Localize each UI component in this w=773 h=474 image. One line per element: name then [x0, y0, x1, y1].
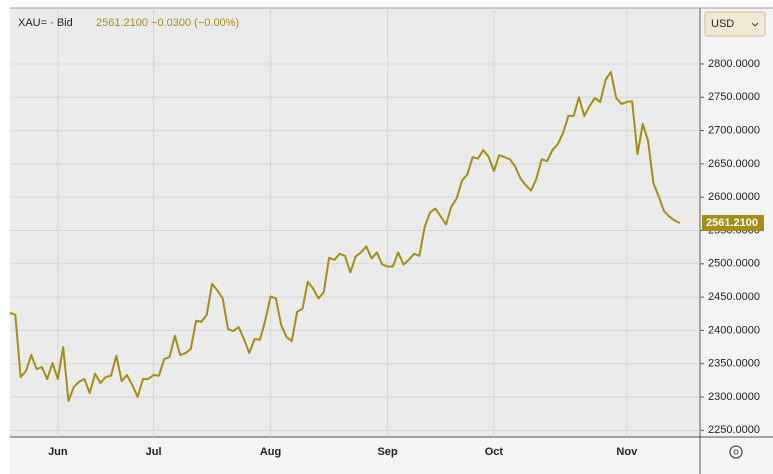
x-tick-label: Aug: [260, 446, 281, 458]
axis-panel: [10, 437, 700, 474]
y-tick-label: 2750.0000: [708, 91, 760, 103]
dropdown-caret[interactable]: [751, 22, 759, 27]
currency-dropdown[interactable]: [704, 11, 766, 37]
y-tick-label: 2500.0000: [708, 258, 760, 270]
grid: [10, 8, 700, 437]
plot-area: [10, 8, 700, 437]
marks: [9, 70, 681, 403]
y-tick-label: 2300.0000: [708, 391, 760, 403]
quote: 2561.2100 −0.0300 (−0.00%): [96, 17, 239, 29]
x-tick-label: Nov: [616, 446, 638, 458]
settings-icon[interactable]: [729, 445, 743, 459]
axis-panel: [700, 8, 773, 474]
last-price-label: 2561.2100: [706, 217, 758, 229]
gear-center[interactable]: [733, 449, 739, 455]
y-tick-label: 2700.0000: [708, 124, 760, 136]
y-tick-label: 2600.0000: [708, 191, 760, 203]
y-tick-label: 2450.0000: [708, 291, 760, 303]
currency[interactable]: USD: [711, 18, 734, 30]
y-tick-label: 2650.0000: [708, 158, 760, 170]
price-line: [9, 70, 681, 403]
gear[interactable]: [729, 445, 743, 459]
x-tick-label: Jun: [48, 446, 68, 458]
y-tick-label: 2350.0000: [708, 358, 760, 370]
y-tick-label: 2800.0000: [708, 58, 760, 70]
x-tick-label: Jul: [146, 446, 162, 458]
y-tick-label: 2400.0000: [708, 324, 760, 336]
y-tick-label: 2250.0000: [708, 424, 760, 436]
x-tick-label: Sep: [377, 446, 397, 458]
instrument: XAU= · Bid: [18, 17, 73, 29]
last-price-tag: [702, 215, 764, 232]
x-tick-label: Oct: [485, 446, 504, 458]
